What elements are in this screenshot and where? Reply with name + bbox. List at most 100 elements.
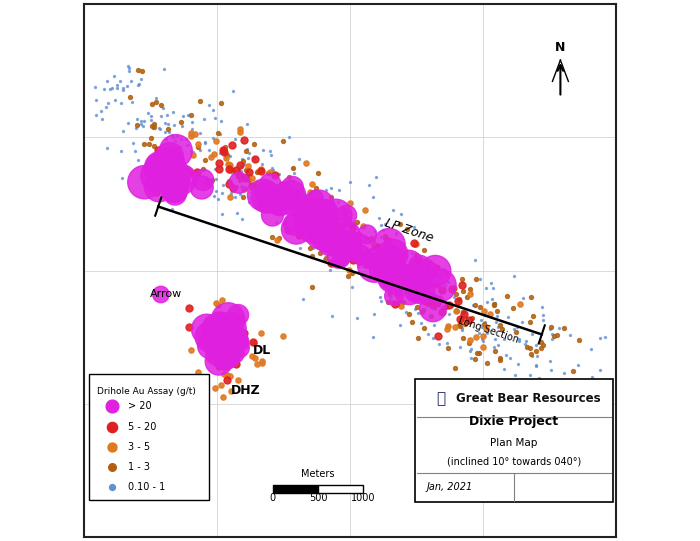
Point (153, 183, 164, 192)
Point (535, 338, 546, 346)
Point (330, 254, 342, 263)
Point (350, 249, 361, 258)
Point (466, 288, 477, 296)
Point (464, 335, 475, 344)
Point (159, 118, 170, 127)
Point (234, 190, 246, 199)
Point (183, 165, 194, 174)
Point (273, 184, 284, 193)
Point (122, 119, 134, 128)
Point (412, 309, 423, 318)
Point (188, 151, 199, 160)
Point (320, 247, 331, 255)
Point (453, 295, 464, 304)
Point (391, 286, 402, 295)
Point (172, 150, 183, 159)
Point (522, 343, 533, 352)
Point (228, 343, 239, 352)
Point (232, 311, 244, 319)
Point (248, 140, 260, 148)
Point (374, 269, 386, 278)
Point (280, 189, 291, 198)
Point (395, 210, 407, 219)
Point (414, 262, 426, 270)
Point (425, 311, 436, 320)
Point (344, 199, 356, 207)
Point (136, 67, 148, 75)
Point (169, 137, 181, 146)
Point (114, 77, 125, 85)
Point (340, 258, 351, 266)
Point (543, 386, 554, 394)
Point (322, 204, 333, 213)
Point (210, 384, 221, 392)
Point (167, 164, 178, 173)
Point (477, 332, 489, 341)
Point (245, 187, 256, 196)
Point (389, 292, 400, 300)
Point (451, 289, 462, 298)
Point (238, 328, 249, 337)
Point (133, 81, 144, 89)
Point (239, 184, 251, 193)
Point (362, 254, 373, 263)
Point (360, 234, 372, 242)
Point (450, 307, 461, 316)
Point (164, 166, 175, 175)
Point (418, 260, 429, 268)
Point (410, 251, 421, 260)
Point (243, 197, 254, 206)
Point (428, 320, 440, 329)
Point (336, 254, 347, 262)
Point (265, 180, 276, 188)
Point (502, 313, 513, 321)
Point (260, 177, 272, 186)
Point (169, 187, 181, 196)
Point (385, 255, 396, 264)
Point (309, 214, 321, 223)
Point (306, 206, 317, 215)
Point (274, 197, 286, 206)
Point (555, 402, 566, 411)
Point (328, 223, 339, 232)
Point (220, 344, 231, 352)
Point (416, 262, 427, 271)
Point (389, 256, 400, 265)
Point (455, 321, 466, 330)
Point (144, 156, 155, 165)
Point (451, 304, 462, 313)
Point (240, 166, 251, 174)
Point (208, 149, 219, 158)
Point (236, 214, 247, 223)
Point (202, 177, 213, 186)
Point (365, 233, 377, 242)
Point (224, 353, 235, 361)
Point (102, 99, 113, 108)
Point (408, 258, 419, 267)
Point (376, 221, 387, 229)
Point (307, 222, 318, 230)
Point (234, 128, 246, 136)
Point (216, 343, 228, 352)
Point (228, 87, 239, 96)
Point (136, 116, 147, 125)
Text: 🐾: 🐾 (436, 391, 445, 406)
Point (195, 146, 206, 154)
Point (344, 177, 356, 186)
Point (419, 246, 430, 254)
Point (465, 285, 476, 293)
Point (487, 283, 498, 292)
Point (186, 147, 197, 156)
Point (486, 279, 497, 287)
Point (358, 222, 369, 231)
Point (431, 299, 442, 308)
Point (211, 186, 222, 195)
Point (230, 351, 241, 360)
Point (169, 181, 180, 190)
Point (244, 168, 255, 176)
Point (250, 353, 261, 362)
Point (459, 320, 470, 328)
Point (517, 294, 528, 302)
Point (318, 255, 330, 263)
Point (310, 184, 321, 193)
